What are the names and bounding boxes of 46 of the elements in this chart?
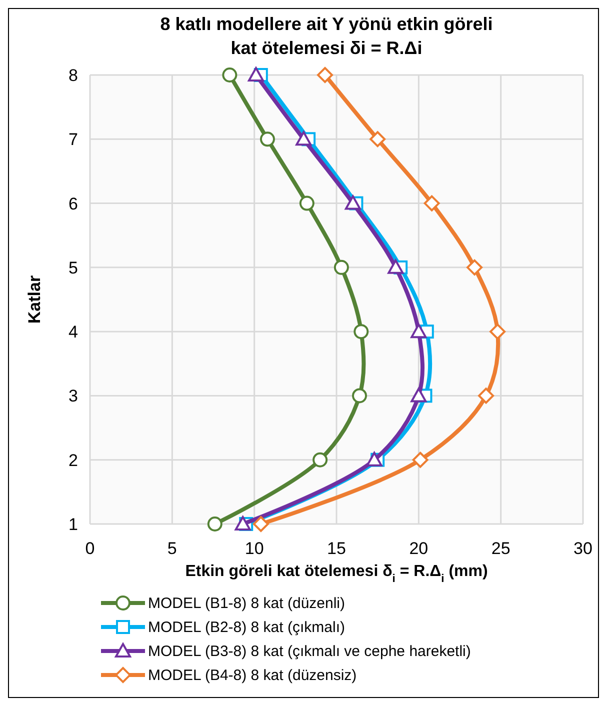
y-tick-label: 6 (68, 194, 78, 214)
chart-title: 8 katlı modellere ait Y yönü etkin göreli kat ötelemesi δi = R.Δi (160, 14, 493, 58)
y-tick-label: 1 (68, 515, 78, 534)
y-tick-label: 7 (68, 130, 78, 150)
legend-label: MODEL (B4-8) 8 kat (düzensiz) (148, 667, 357, 684)
x-tick-label: 25 (491, 539, 510, 558)
y-tick-label: 4 (68, 322, 78, 342)
point (252, 516, 269, 532)
point (370, 131, 386, 148)
x-tick-label: 0 (85, 539, 95, 558)
point (260, 132, 275, 147)
point (410, 388, 427, 402)
point (299, 196, 314, 211)
point (344, 195, 361, 210)
point (234, 516, 251, 530)
y-axis-title: Katlar (25, 275, 44, 324)
x-tick-label: 10 (244, 539, 264, 558)
point (312, 452, 328, 468)
x-tick-label: 20 (409, 539, 428, 558)
point (207, 516, 222, 532)
point (466, 259, 483, 276)
point (296, 131, 312, 146)
legend-label: MODEL (B2-8) 8 kat (çıkmalı) (148, 619, 345, 636)
y-tick-label: 8 (68, 66, 78, 85)
x-tick-label: 5 (167, 539, 177, 558)
point (354, 324, 369, 340)
point (334, 260, 349, 275)
x-axis-title: Etkin göreli kat ötelemesi δ$_{i}$ = R.Δ$_{i}$ (mm) (185, 563, 488, 585)
point (412, 452, 428, 468)
point (316, 67, 333, 83)
y-tick-label: 3 (68, 386, 78, 406)
x-tick-label: 15 (327, 539, 346, 558)
point (490, 324, 506, 340)
y-tick-label: 5 (68, 258, 78, 278)
y-tick-label: 2 (68, 450, 78, 470)
point (478, 388, 494, 404)
x-tick-label: 30 (574, 539, 592, 558)
legend-label: MODEL (B1-8) 8 kat (düzenli) (148, 595, 346, 612)
point (424, 195, 440, 212)
point (410, 324, 427, 338)
point (388, 259, 404, 274)
point (222, 68, 238, 82)
point (352, 388, 368, 404)
legend-label: MODEL (B3-8) 8 kat (çıkmalı ve cephe hareketli) (148, 643, 471, 660)
point (366, 452, 382, 466)
point (248, 67, 264, 82)
